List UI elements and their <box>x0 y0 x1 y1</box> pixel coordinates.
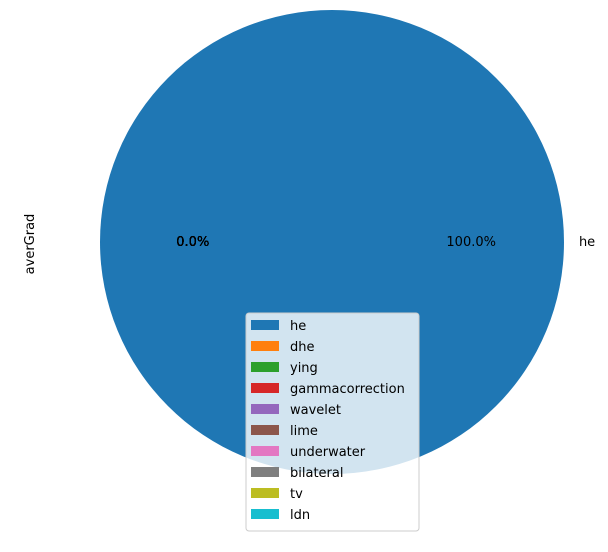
legend-swatch-gammacorrection <box>251 383 279 393</box>
pie-labels: 100.0% he0.0%0.0%0.0%0.0%0.0%0.0%0.0%0.0%… <box>176 235 595 250</box>
pct-label-lime: 0.0% <box>176 235 209 250</box>
pie-slices <box>100 10 564 474</box>
slice-label-he: he <box>579 235 595 250</box>
legend-swatch-underwater <box>251 446 279 456</box>
legend-swatch-lime <box>251 425 279 435</box>
legend-label-dhe: dhe <box>290 340 315 355</box>
pct-label-ying: 0.0% <box>176 235 209 250</box>
legend-label-ying: ying <box>290 361 318 376</box>
pct-label-bilateral: 0.0% <box>176 235 209 250</box>
pct-label-ldn: 0.0% <box>176 235 209 250</box>
legend-swatch-ldn <box>251 509 279 519</box>
y-axis-label: averGrad <box>23 214 38 275</box>
legend-label-he: he <box>290 319 306 334</box>
legend-label-wavelet: wavelet <box>290 403 341 418</box>
legend-label-tv: tv <box>290 487 303 502</box>
legend-swatch-tv <box>251 488 279 498</box>
pie-slice-he <box>100 10 564 474</box>
legend-swatch-dhe <box>251 341 279 351</box>
legend-box <box>245 312 420 532</box>
legend-swatch-wavelet <box>251 404 279 414</box>
legend-label-ldn: ldn <box>290 508 310 523</box>
pct-label-dhe: 0.0% <box>176 235 209 250</box>
legend-swatch-bilateral <box>251 467 279 477</box>
pct-label-he: 100.0% <box>446 235 496 250</box>
pct-label-gammacorrection: 0.0% <box>176 235 209 250</box>
legend: he dhe ying gammacorrection wavelet lime under… <box>245 312 420 532</box>
pct-label-tv: 0.0% <box>176 235 209 250</box>
legend-label-underwater: underwater <box>290 445 366 460</box>
legend-swatch-he <box>251 320 279 330</box>
legend-label-lime: lime <box>290 424 318 439</box>
pct-label-wavelet: 0.0% <box>176 235 209 250</box>
legend-swatch-ying <box>251 362 279 372</box>
legend-label-bilateral: bilateral <box>290 466 343 481</box>
legend-label-gammacorrection: gammacorrection <box>290 382 405 397</box>
pct-label-underwater: 0.0% <box>176 235 209 250</box>
